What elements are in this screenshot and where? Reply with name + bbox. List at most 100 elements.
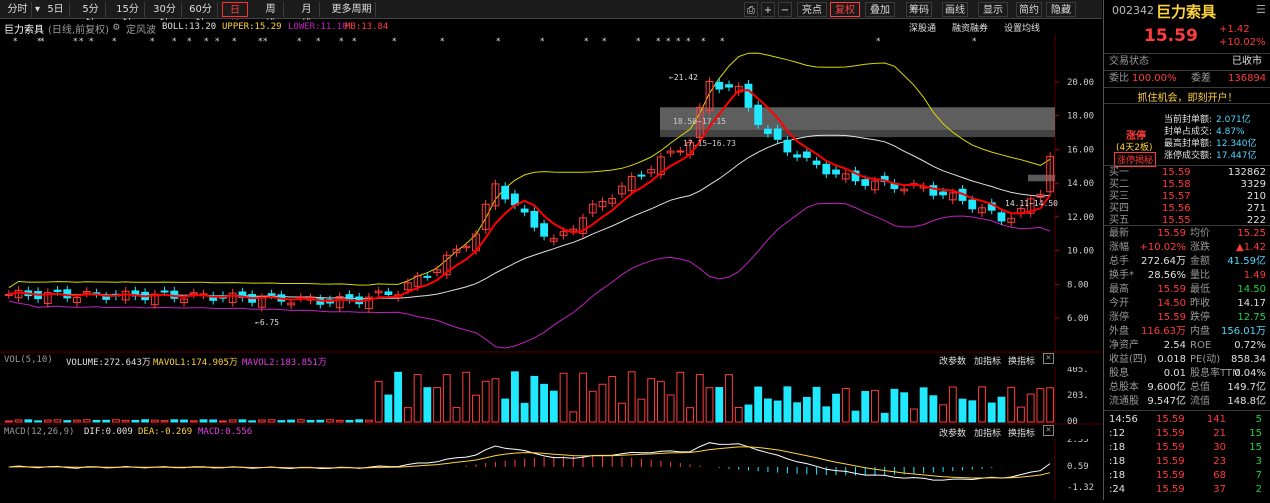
toolbar-button-3[interactable]: 亮点: [797, 2, 827, 17]
stat-row: 收益(四) 0.018 PE(动) 858.34: [1104, 353, 1270, 366]
volume-bar: [452, 407, 461, 423]
volume-bar: [491, 378, 500, 423]
signal-star-icon: *: [232, 37, 237, 47]
panel-menu-icon[interactable]: ☰: [1256, 3, 1266, 16]
kline-chart-svg[interactable]: 20.00 18.00 16.00 14.00 12.00 10.00 8.00 6.00 ←2…: [0, 20, 1102, 500]
open-account-banner[interactable]: 抓住机会，即刻开户！: [1137, 93, 1238, 104]
bid-row[interactable]: 买五 15.55 222: [1104, 214, 1270, 227]
candle-body: [73, 297, 81, 304]
volume-bar: [1026, 393, 1035, 423]
period-tab-0[interactable]: 分时: [4, 2, 32, 17]
volume-bar: [510, 371, 519, 423]
tick-price: 15.59: [1156, 484, 1185, 495]
toolbar-button-1[interactable]: +: [761, 2, 775, 17]
bid-volume: 222: [1246, 215, 1266, 226]
gear-label[interactable]: 定风波: [126, 25, 156, 36]
limit-up-reveal-button[interactable]: 涨停揭秘: [1114, 152, 1157, 167]
boll-value: BOLL:13.20: [162, 22, 217, 32]
tick-count: 7: [1255, 470, 1262, 481]
toolbar-button-9[interactable]: 简约: [1016, 2, 1042, 17]
toolbar-button-7[interactable]: 画线: [942, 2, 968, 17]
volume-bar: [112, 419, 120, 423]
bid-volume: 3329: [1240, 179, 1266, 190]
vol-edit-params-button[interactable]: 改参数: [939, 357, 967, 367]
stat-value: 1.49: [1243, 270, 1266, 281]
chart-area[interactable]: 20.00 18.00 16.00 14.00 12.00 10.00 8.00 6.00 ←2…: [0, 20, 1102, 500]
boll-lower-value: LOWER:11.10: [288, 22, 348, 32]
candle-body: [978, 207, 986, 214]
period-tab-8[interactable]: 月线: [294, 2, 320, 30]
gear-icon[interactable]: ⚙: [113, 20, 120, 33]
candle-body: [754, 104, 763, 125]
tick-price: 15.59: [1156, 414, 1185, 425]
signal-star-icon: *: [297, 37, 302, 47]
stat-value: 2.54: [1163, 340, 1186, 351]
toolbar-button-10[interactable]: 隐藏: [1046, 2, 1076, 17]
stat-label: ROE: [1190, 340, 1212, 351]
toolbar-button-0[interactable]: ⎙: [744, 2, 758, 17]
bid-row[interactable]: 买四 15.56 271: [1104, 202, 1270, 215]
tick-row: :18 15.59 30 15: [1104, 441, 1270, 454]
hk-connect-button[interactable]: 深股通: [909, 24, 937, 34]
candle-body: [433, 269, 441, 274]
period-tab-1[interactable]: 5日: [42, 2, 70, 17]
vol-close-icon[interactable]: ✕: [1043, 353, 1054, 364]
signal-star-icon: *: [392, 37, 397, 47]
vol-switch-indicator-button[interactable]: 换指标: [1008, 357, 1036, 367]
bid-row[interactable]: 买二 15.58 3329: [1104, 178, 1270, 191]
stat-label: 涨停: [1109, 312, 1129, 323]
toolbar-button-6[interactable]: 筹码: [906, 2, 932, 17]
signal-star-icon: *: [876, 37, 881, 47]
volume-header: VOL(5,10) VOLUME:272.643万 MAVOL1:174.905…: [0, 353, 1102, 368]
volume-bar: [384, 394, 393, 423]
volume-bar: [812, 386, 821, 423]
toolbar-button-2[interactable]: −: [778, 2, 792, 17]
candle-body: [1036, 193, 1045, 198]
bid-row[interactable]: 买三 15.57 210: [1104, 190, 1270, 203]
bid-label: 买二: [1109, 179, 1129, 190]
toolbar-button-4[interactable]: 复权: [830, 2, 860, 17]
vol-add-indicator-button[interactable]: 加指标: [974, 357, 1002, 367]
period-tab-6[interactable]: 日线: [222, 2, 248, 31]
stat-row: 外盘 116.63万 内盘 156.01万: [1104, 325, 1270, 338]
limit-info-value: 4.87%: [1216, 127, 1245, 137]
bid-row[interactable]: 买一 15.59 132862: [1104, 166, 1270, 179]
period-tab-4[interactable]: 30分钟: [148, 2, 182, 30]
toolbar-button-5[interactable]: 叠加: [865, 2, 895, 17]
period-tab-9[interactable]: 更多周期: [328, 2, 376, 17]
price-change: +1.42: [1219, 24, 1250, 35]
stat-row: 净资产 2.54 ROE 0.72%: [1104, 339, 1270, 352]
period-tab-7[interactable]: 周线: [258, 2, 284, 30]
period-tab-2[interactable]: 5分钟: [76, 2, 106, 30]
macd-close-icon[interactable]: ✕: [1043, 425, 1054, 436]
candle-body: [160, 290, 169, 293]
margin-button[interactable]: 融资融券: [952, 24, 989, 34]
volume-bar: [715, 387, 724, 423]
bid-price: 15.56: [1162, 203, 1191, 214]
ma-settings-button[interactable]: 设置均线: [1004, 24, 1041, 34]
period-tab-3[interactable]: 15分钟: [111, 2, 145, 30]
bid-price: 15.55: [1162, 215, 1191, 226]
volume-bar: [997, 396, 1006, 423]
candle-body: [871, 180, 879, 191]
five-day-dropdown-icon[interactable]: ▾: [35, 4, 41, 15]
stat-row: 股息 0.01 股息率TTM 0.04%: [1104, 367, 1270, 380]
period-toolbar: 分时 5日 5分钟15分钟30分钟60分钟日线周线月线更多周期 ▾ ⎙+−亮点复权叠加筹…: [0, 0, 1102, 31]
stat-value: 156.01万: [1221, 326, 1266, 337]
candle-body: [228, 292, 237, 304]
annotation-low: ←6.75: [255, 318, 279, 327]
stat-value: ▲1.42: [1236, 242, 1266, 253]
toolbar-button-8[interactable]: 显示: [978, 2, 1008, 17]
price-axis-label: 20.00: [1067, 78, 1094, 88]
macd-add-indicator-button[interactable]: 加指标: [974, 429, 1002, 439]
macd-switch-indicator-button[interactable]: 换指标: [1008, 429, 1036, 439]
volume-bar: [909, 408, 918, 423]
volume-bar: [579, 372, 587, 423]
volume-bar: [968, 400, 977, 423]
period-tab-5[interactable]: 60分钟: [184, 2, 218, 30]
macd-edit-params-button[interactable]: 改参数: [939, 429, 967, 439]
volume-bar: [871, 389, 879, 423]
signal-star-icon: *: [73, 37, 78, 47]
tick-volume: 37: [1213, 484, 1226, 495]
volume-bar: [890, 388, 899, 423]
